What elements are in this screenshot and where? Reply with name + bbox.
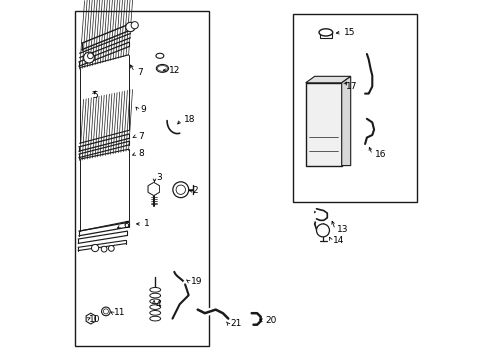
Polygon shape (148, 183, 159, 195)
Circle shape (125, 22, 135, 32)
Text: 7: 7 (138, 132, 143, 141)
Ellipse shape (149, 293, 160, 298)
Circle shape (316, 224, 329, 237)
Circle shape (176, 185, 185, 194)
Ellipse shape (149, 287, 160, 292)
Ellipse shape (318, 29, 332, 36)
Ellipse shape (157, 66, 167, 71)
Text: 6: 6 (123, 221, 129, 230)
Text: 11: 11 (113, 307, 125, 317)
Ellipse shape (149, 316, 160, 321)
Text: 10: 10 (89, 315, 100, 324)
Polygon shape (148, 183, 159, 195)
Text: 5: 5 (92, 91, 98, 100)
Ellipse shape (149, 299, 160, 304)
Ellipse shape (149, 305, 160, 309)
Circle shape (101, 246, 107, 252)
Text: 9: 9 (140, 105, 146, 114)
Circle shape (108, 246, 114, 251)
Text: 3: 3 (156, 173, 162, 182)
Text: 13: 13 (337, 225, 348, 234)
Text: 16: 16 (374, 150, 385, 159)
Text: 20: 20 (265, 316, 276, 325)
Ellipse shape (156, 53, 163, 58)
Circle shape (83, 52, 94, 63)
Text: 7: 7 (137, 68, 142, 77)
Bar (320, 31, 331, 38)
Circle shape (102, 307, 110, 316)
Text: 15: 15 (343, 28, 355, 37)
Circle shape (172, 182, 188, 198)
Bar (305, 83, 341, 166)
Circle shape (131, 22, 138, 29)
Text: 8: 8 (138, 149, 143, 158)
Text: 17: 17 (345, 82, 356, 91)
Text: 14: 14 (332, 236, 344, 245)
Bar (292, 14, 416, 202)
Polygon shape (86, 313, 95, 324)
Bar (75, 11, 208, 346)
Circle shape (103, 309, 108, 314)
Text: 12: 12 (169, 66, 180, 75)
Polygon shape (341, 76, 350, 166)
Text: 4: 4 (156, 300, 161, 309)
Circle shape (87, 53, 93, 59)
Ellipse shape (149, 310, 160, 315)
Circle shape (91, 244, 99, 252)
Polygon shape (305, 76, 350, 83)
Text: 2: 2 (192, 186, 197, 195)
Ellipse shape (156, 64, 168, 72)
Text: 18: 18 (183, 115, 195, 124)
Text: 19: 19 (190, 277, 202, 286)
Text: 1: 1 (144, 220, 149, 229)
Text: 21: 21 (230, 320, 242, 328)
